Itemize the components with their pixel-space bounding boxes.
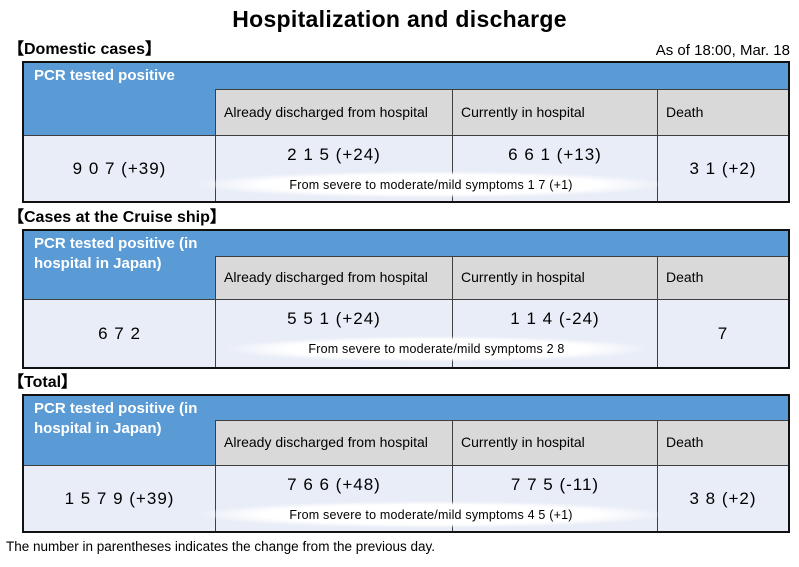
footnote: The number in parentheses indicates the … — [6, 539, 436, 554]
severe-note-text: From severe to moderate/mild symptoms 4 … — [289, 507, 573, 522]
col-header-death: Death — [657, 89, 788, 135]
col-header-discharged: Already discharged from hospital — [215, 89, 452, 135]
value-pcr-positive: 1 5 7 9 (+39) — [24, 465, 215, 531]
value-discharged: 5 5 1 (+24) — [215, 299, 452, 367]
value-discharged: 7 6 6 (+48) — [215, 465, 452, 531]
section-label-domestic: 【Domestic cases】 — [8, 41, 161, 58]
col-header-in-hospital: Currently in hospital — [452, 420, 657, 465]
severe-note-ellipse: From severe to moderate/mild symptoms 1 … — [195, 171, 667, 198]
blue-header-bar — [215, 231, 788, 256]
col-header-discharged: Already discharged from hospital — [215, 256, 452, 299]
section-cruise-ship: 【Cases at the Cruise ship】 PCR tested po… — [8, 208, 790, 369]
cruise-ship-table: PCR tested positive (in hospital in Japa… — [22, 229, 790, 369]
row-header-pcr-positive: PCR tested positive (in hospital in Japa… — [24, 396, 215, 465]
value-discharged: 2 1 5 (+24) — [215, 135, 452, 201]
domestic-cases-table: PCR tested positive Already discharged f… — [22, 61, 790, 203]
severe-note-text: From severe to moderate/mild symptoms 2 … — [308, 342, 565, 356]
blue-header-bar — [215, 396, 788, 420]
value-in-hospital: 6 6 1 (+13) — [452, 135, 657, 201]
value-death: 7 — [657, 299, 788, 367]
value-death: 3 1 (+2) — [657, 135, 788, 201]
section-label-total: 【Total】 — [8, 374, 78, 391]
col-header-in-hospital: Currently in hospital — [452, 89, 657, 135]
value-in-hospital: 7 7 5 (-11) — [452, 465, 657, 531]
blue-header-bar — [215, 63, 788, 89]
section-domestic-cases: 【Domestic cases】 PCR tested positive Alr… — [8, 40, 790, 203]
col-header-death: Death — [657, 420, 788, 465]
value-pcr-positive: 9 0 7 (+39) — [24, 135, 215, 201]
severe-note-ellipse: From severe to moderate/mild symptoms 4 … — [195, 501, 667, 528]
value-in-hospital: 1 1 4 (-24) — [452, 299, 657, 367]
total-table: PCR tested positive (in hospital in Japa… — [22, 394, 790, 533]
severe-note-ellipse: From severe to moderate/mild symptoms 2 … — [224, 336, 649, 362]
value-pcr-positive: 6 7 2 — [24, 299, 215, 367]
page-title: Hospitalization and discharge — [232, 6, 567, 32]
value-death: 3 8 (+2) — [657, 465, 788, 531]
as-of-timestamp: As of 18:00, Mar. 18 — [655, 42, 790, 59]
col-header-death: Death — [657, 256, 788, 299]
row-header-pcr-positive: PCR tested positive — [24, 63, 215, 135]
col-header-in-hospital: Currently in hospital — [452, 256, 657, 299]
col-header-discharged: Already discharged from hospital — [215, 420, 452, 465]
row-header-pcr-positive: PCR tested positive (in hospital in Japa… — [24, 231, 215, 299]
section-label-cruise: 【Cases at the Cruise ship】 — [8, 209, 226, 226]
section-total: 【Total】 PCR tested positive (in hospital… — [8, 373, 790, 533]
severe-note-text: From severe to moderate/mild symptoms 1 … — [289, 177, 573, 192]
